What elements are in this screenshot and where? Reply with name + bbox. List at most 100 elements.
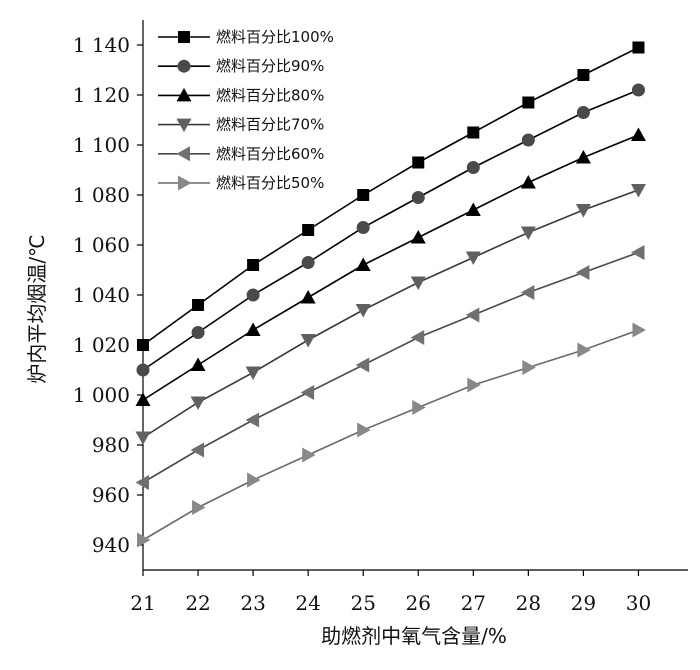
- data-point: [465, 307, 480, 323]
- x-tick-label: 25: [350, 591, 375, 615]
- data-point: [410, 330, 425, 345]
- data-point: [356, 221, 370, 234]
- data-point: [190, 442, 205, 458]
- data-point: [521, 133, 535, 147]
- data-point: [135, 431, 151, 445]
- y-tick-label: 1 040: [73, 283, 130, 307]
- series-layer: [135, 41, 646, 548]
- data-point: [137, 339, 149, 351]
- x-tick-label: 21: [130, 591, 155, 615]
- data-point: [467, 377, 481, 393]
- x-tick-label: 27: [461, 591, 486, 615]
- legend-marker: [177, 59, 191, 73]
- axes: 940 960 980 1 000 1 020 1 040 1 060 1 080 1 100 1…: [73, 20, 688, 615]
- y-tick-label: 1 000: [73, 383, 130, 407]
- data-point: [630, 127, 646, 141]
- legend-label: 燃料百分比50%: [216, 174, 324, 192]
- x-tick-label: 26: [406, 591, 431, 615]
- data-point: [522, 96, 535, 109]
- data-point: [191, 326, 205, 339]
- series-line: [142, 46, 639, 346]
- y-tick-label: 1 140: [73, 33, 130, 57]
- y-tick-label: 1 060: [73, 233, 130, 257]
- data-point: [245, 322, 261, 336]
- data-point: [190, 357, 206, 371]
- data-point: [245, 366, 261, 380]
- legend-entry: 燃料百分比50%: [158, 174, 324, 192]
- data-point: [137, 532, 151, 548]
- data-point: [412, 156, 425, 169]
- legend-entry: 燃料百分比60%: [158, 145, 324, 163]
- legend-marker: [178, 175, 192, 191]
- data-point: [135, 392, 151, 406]
- data-point: [632, 322, 646, 338]
- legend-entry: 燃料百分比100%: [158, 28, 334, 46]
- series-line: [142, 134, 639, 401]
- legend-label: 燃料百分比60%: [216, 145, 324, 163]
- data-point: [357, 422, 371, 438]
- legend-entry: 燃料百分比90%: [158, 57, 324, 75]
- legend-label: 燃料百分比80%: [216, 86, 324, 104]
- data-point: [355, 257, 371, 271]
- data-point: [136, 363, 150, 377]
- y-tick-label: 1 020: [73, 333, 130, 357]
- data-point: [520, 226, 536, 240]
- series-2: [136, 83, 645, 377]
- data-point: [465, 202, 481, 216]
- series-4: [135, 184, 646, 445]
- data-point: [302, 224, 315, 236]
- data-point: [135, 475, 149, 490]
- data-point: [411, 191, 425, 204]
- data-point: [245, 412, 260, 428]
- data-point: [577, 69, 590, 81]
- data-point: [520, 285, 535, 300]
- legend-entry: 燃料百分比70%: [158, 116, 324, 134]
- data-point: [631, 83, 645, 97]
- data-point: [576, 106, 590, 119]
- y-tick-label: 960: [92, 483, 130, 507]
- legend-label: 燃料百分比100%: [216, 28, 334, 46]
- x-tick-label: 30: [626, 591, 651, 615]
- series-line: [142, 89, 639, 371]
- series-line: [142, 329, 639, 541]
- data-point: [632, 41, 645, 54]
- x-axis-title: 助燃剂中氧气含量/%: [321, 624, 507, 648]
- data-point: [522, 360, 536, 375]
- data-point: [630, 245, 645, 260]
- data-point: [247, 472, 261, 488]
- data-point: [466, 161, 480, 174]
- data-point: [575, 204, 591, 218]
- data-point: [300, 290, 316, 304]
- data-point: [247, 259, 260, 271]
- series-3: [135, 127, 646, 406]
- data-point: [357, 189, 370, 201]
- series-1: [137, 41, 645, 351]
- data-point: [410, 276, 426, 290]
- series-5: [135, 245, 645, 490]
- data-point: [300, 334, 316, 348]
- x-tick-label: 28: [516, 591, 541, 615]
- y-tick-label: 1 100: [73, 133, 130, 157]
- y-tick-label: 980: [92, 433, 130, 457]
- data-point: [467, 126, 480, 139]
- data-point: [520, 175, 536, 189]
- data-point: [410, 230, 426, 244]
- legend-marker: [178, 31, 190, 43]
- series-6: [137, 322, 646, 548]
- x-tick-label: 29: [571, 591, 596, 615]
- data-point: [302, 447, 316, 463]
- data-point: [192, 299, 205, 311]
- data-point: [192, 500, 206, 515]
- data-point: [301, 256, 315, 269]
- legend-marker: [176, 118, 192, 133]
- data-point: [575, 150, 591, 164]
- data-point: [577, 342, 591, 358]
- y-tick-label: 1 080: [73, 183, 130, 207]
- y-tick-label: 1 120: [73, 83, 130, 107]
- x-tick-label: 22: [185, 591, 210, 615]
- data-point: [355, 304, 371, 318]
- data-point: [190, 396, 206, 410]
- legend-entry: 燃料百分比80%: [158, 86, 324, 104]
- legend-marker: [176, 87, 192, 102]
- legend-label: 燃料百分比90%: [216, 57, 324, 75]
